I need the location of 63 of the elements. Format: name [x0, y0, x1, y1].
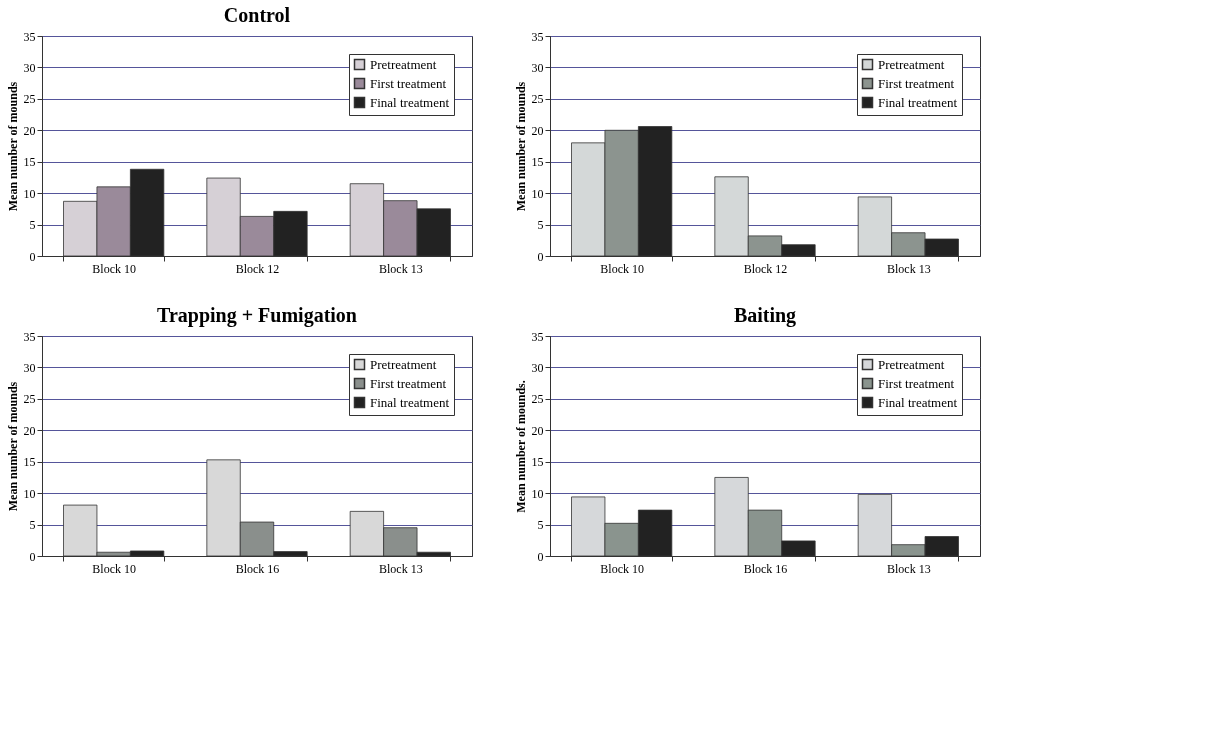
- y-tick-label: 25: [531, 392, 544, 407]
- y-tick-label: 30: [531, 60, 544, 75]
- x-tick-label: Block 12: [235, 261, 280, 276]
- y-tick-label: 20: [23, 123, 36, 138]
- legend-label: Pretreatment: [878, 56, 945, 72]
- legend-label: First treatment: [370, 375, 447, 391]
- y-tick-label: 5: [537, 518, 544, 533]
- y-axis-title: Mean number of mounds.: [513, 380, 528, 513]
- x-tick-label: Block 16: [235, 561, 280, 576]
- y-tick-label: 30: [23, 60, 36, 75]
- y-tick-label: 10: [23, 186, 36, 201]
- y-tick-label: 0: [537, 549, 544, 564]
- x-tick-label: Block 10: [92, 561, 136, 576]
- legend-label: First treatment: [370, 75, 447, 91]
- y-tick-label: 35: [531, 329, 544, 344]
- x-tick-label: Block 12: [743, 261, 788, 276]
- chart-title: Baiting: [733, 304, 797, 327]
- legend-label: Final treatment: [370, 394, 450, 410]
- y-tick-label: 20: [23, 423, 36, 438]
- legend-label: Pretreatment: [370, 56, 437, 72]
- legend-label: First treatment: [878, 75, 955, 91]
- y-tick-label: 25: [23, 92, 36, 107]
- x-tick-label: Block 13: [887, 561, 931, 576]
- y-tick-label: 30: [531, 360, 544, 375]
- y-axis-title: Mean number of mounds: [5, 381, 20, 512]
- y-tick-label: 15: [23, 155, 36, 170]
- chart-title: Trapping + Fumigation: [157, 304, 357, 327]
- legend-label: Pretreatment: [878, 356, 945, 372]
- y-axis-title: Mean number of mounds: [5, 81, 20, 212]
- chart-title: Control: [223, 4, 291, 26]
- y-tick-label: 15: [23, 455, 36, 470]
- y-tick-label: 5: [29, 518, 36, 533]
- y-tick-label: 0: [29, 549, 36, 564]
- x-tick-label: Block 10: [600, 561, 644, 576]
- legend-label: Final treatment: [370, 94, 450, 110]
- y-tick-label: 10: [531, 186, 544, 201]
- y-tick-label: 35: [531, 29, 544, 44]
- y-tick-label: 35: [23, 329, 36, 344]
- y-tick-label: 15: [531, 455, 544, 470]
- y-tick-label: 0: [29, 249, 36, 264]
- y-tick-label: 20: [531, 423, 544, 438]
- legend-label: First treatment: [878, 375, 955, 391]
- legend-label: Final treatment: [878, 394, 958, 410]
- x-tick-label: Block 10: [600, 261, 644, 276]
- y-tick-label: 5: [537, 218, 544, 233]
- y-axis-title: Mean number of mounds: [513, 81, 528, 212]
- x-tick-label: Block 13: [379, 261, 423, 276]
- y-tick-label: 5: [29, 218, 36, 233]
- legend-label: Pretreatment: [370, 356, 437, 372]
- y-tick-label: 0: [537, 249, 544, 264]
- y-tick-label: 15: [531, 155, 544, 170]
- x-tick-label: Block 13: [379, 561, 423, 576]
- y-tick-label: 25: [531, 92, 544, 107]
- y-tick-label: 10: [531, 486, 544, 501]
- x-tick-label: Block 13: [887, 261, 931, 276]
- x-tick-label: Block 10: [92, 261, 136, 276]
- y-tick-label: 25: [23, 392, 36, 407]
- legend-label: Final treatment: [878, 94, 958, 110]
- y-tick-label: 30: [23, 360, 36, 375]
- y-tick-label: 35: [23, 29, 36, 44]
- y-tick-label: 20: [531, 123, 544, 138]
- x-tick-label: Block 16: [743, 561, 788, 576]
- y-tick-label: 10: [23, 486, 36, 501]
